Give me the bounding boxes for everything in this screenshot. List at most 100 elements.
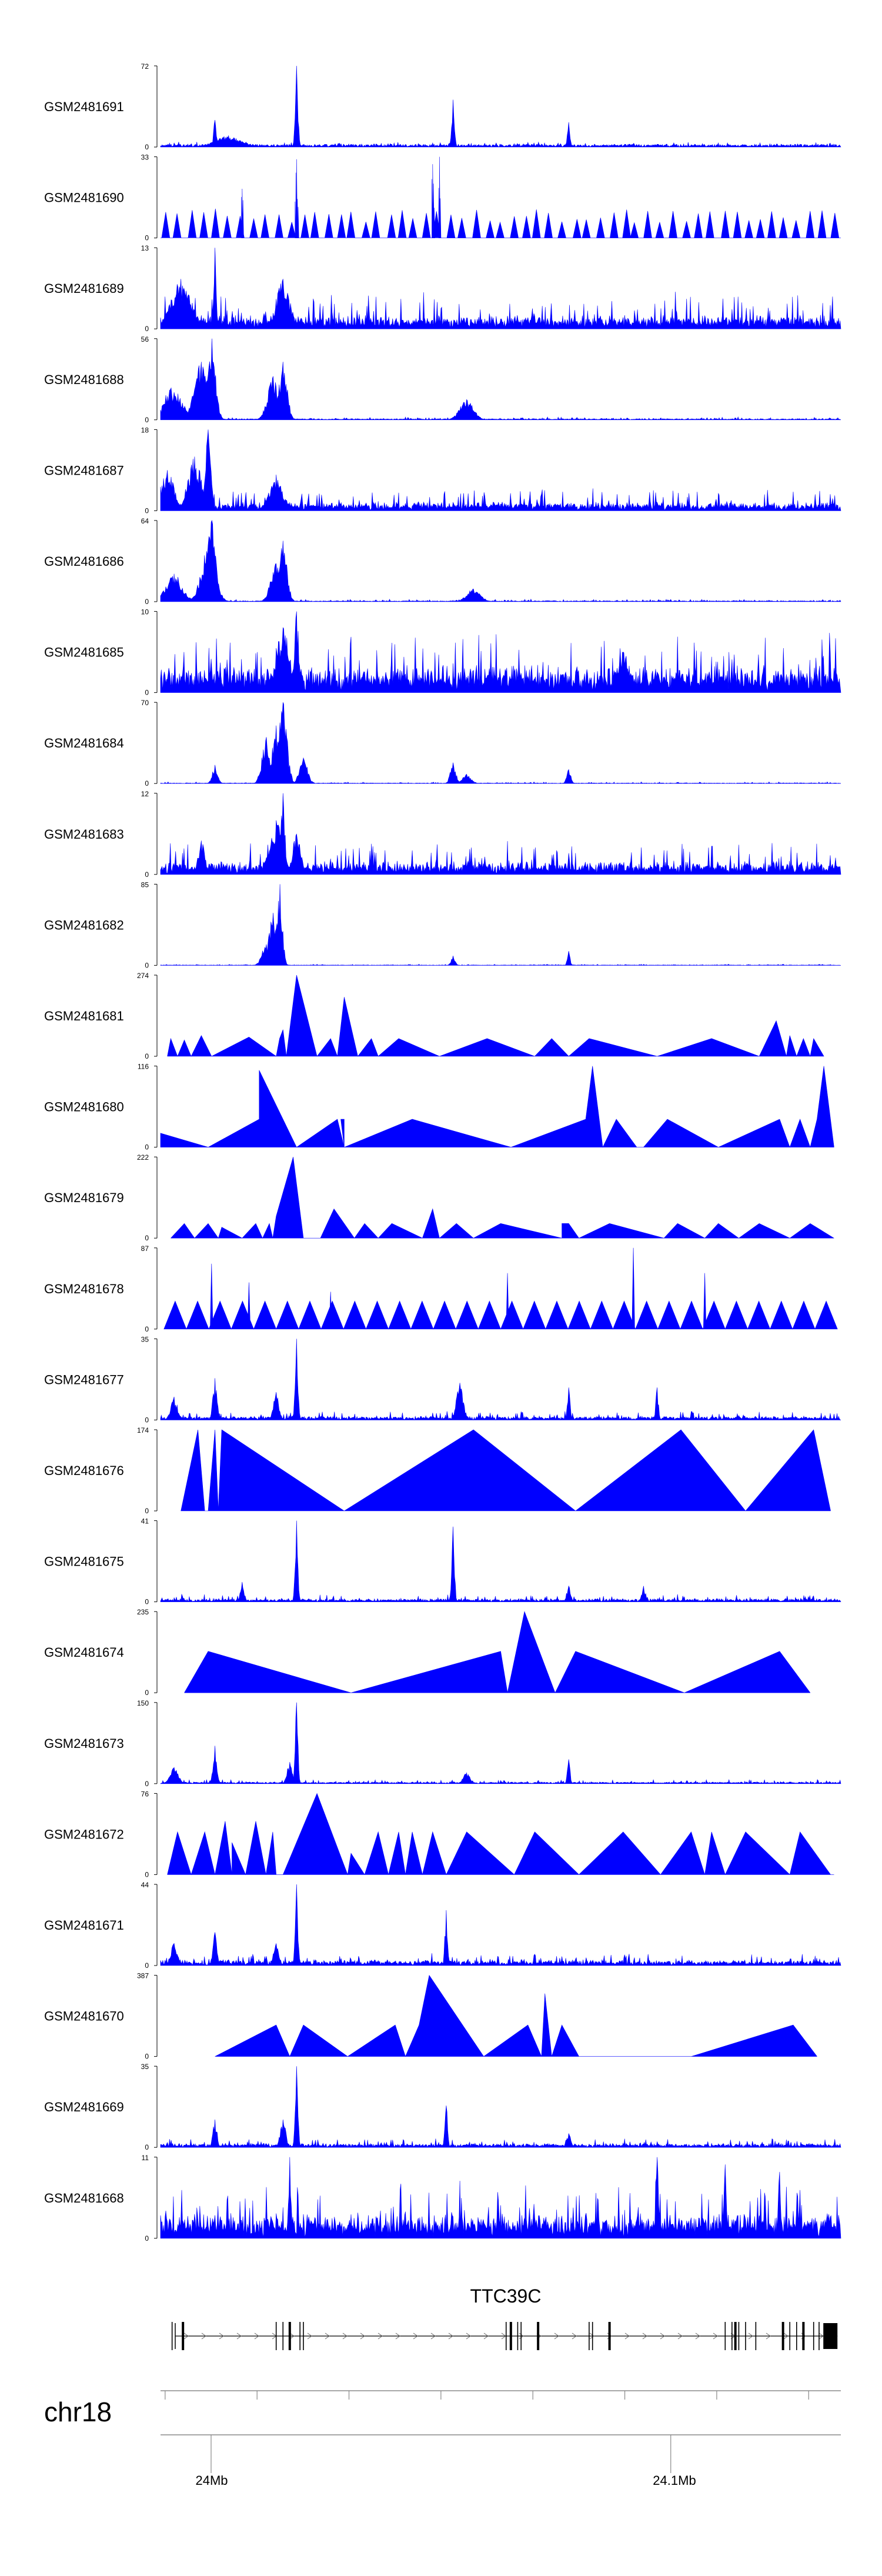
track-label: GSM2481684 [44, 736, 124, 750]
y-zero-label: 0 [145, 598, 149, 606]
strand-arrow-icon [783, 2333, 789, 2340]
tick-label-24-1mb: 24.1Mb [653, 2473, 696, 2488]
strand-arrow-icon [713, 2333, 718, 2340]
track-GSM2481690: GSM2481690 33 0 [44, 154, 841, 242]
exon-3prime [823, 2323, 838, 2349]
coverage-area [160, 520, 841, 602]
track-GSM2481682: GSM2481682 85 0 [44, 880, 841, 969]
strand-arrow-icon [342, 2333, 348, 2340]
track-label: GSM2481671 [44, 1918, 124, 1933]
track-GSM2481679: GSM2481679 222 0 [44, 1153, 834, 1242]
coverage-area [160, 1339, 841, 1421]
y-max-label: 235 [137, 1608, 149, 1616]
y-max-label: 222 [137, 1153, 149, 1162]
strand-arrow-icon [642, 2333, 647, 2340]
coverage-area [160, 429, 841, 511]
y-max-label: 11 [142, 2154, 149, 2162]
y-zero-label: 0 [145, 2234, 149, 2243]
coverage-area [160, 2066, 841, 2148]
coverage-area [160, 793, 841, 875]
y-zero-label: 0 [145, 1052, 149, 1060]
track-label: GSM2481682 [44, 917, 124, 932]
y-max-label: 56 [141, 335, 149, 343]
gene-name: TTC39C [470, 2285, 542, 2307]
coverage-area [160, 1066, 834, 1148]
coverage-area [160, 611, 841, 693]
y-zero-label: 0 [145, 961, 149, 969]
y-zero-label: 0 [145, 1416, 149, 1424]
y-max-label: 274 [137, 972, 149, 980]
y-max-label: 72 [141, 62, 149, 71]
coverage-area [160, 65, 841, 148]
track-GSM2481674: GSM2481674 235 0 [44, 1608, 811, 1697]
track-label: GSM2481686 [44, 554, 124, 569]
strand-arrow-icon [572, 2333, 577, 2340]
track-GSM2481670: GSM2481670 387 0 [44, 1972, 817, 2061]
y-max-label: 87 [141, 1244, 149, 1253]
strand-arrow-icon [589, 2333, 594, 2340]
coverage-area [160, 702, 841, 784]
track-label: GSM2481691 [44, 99, 124, 114]
y-zero-label: 0 [145, 1780, 149, 1788]
strand-arrow-icon [519, 2333, 524, 2340]
strand-arrow-icon [236, 2333, 242, 2340]
track-label: GSM2481668 [44, 2191, 124, 2205]
strand-arrow-icon [430, 2333, 436, 2340]
coverage-area [161, 156, 841, 238]
y-max-label: 70 [141, 699, 149, 707]
y-max-label: 174 [137, 1426, 149, 1434]
track-GSM2481680: GSM2481680 116 0 [44, 1063, 834, 1152]
track-label: GSM2481679 [44, 1190, 124, 1205]
y-zero-label: 0 [145, 870, 149, 879]
strand-arrow-icon [395, 2333, 400, 2340]
strand-arrow-icon [766, 2333, 771, 2340]
y-zero-label: 0 [145, 1325, 149, 1333]
track-GSM2481668: GSM2481668 11 0 [44, 2154, 841, 2243]
coverage-area [160, 1702, 841, 1784]
strand-arrow-icon [254, 2333, 259, 2340]
track-label: GSM2481685 [44, 645, 124, 660]
coverage-area [181, 1429, 831, 1511]
track-label: GSM2481689 [44, 281, 124, 296]
y-max-label: 116 [138, 1063, 149, 1071]
y-max-label: 76 [141, 1790, 149, 1798]
coverage-area [167, 975, 824, 1057]
gene-model [171, 2322, 838, 2350]
strand-arrow-icon [289, 2333, 295, 2340]
y-max-label: 35 [141, 2063, 149, 2071]
strand-arrow-icon [201, 2333, 206, 2340]
track-GSM2481678: GSM2481678 87 0 [44, 1244, 838, 1333]
y-max-label: 13 [141, 244, 149, 252]
track-label: GSM2481673 [44, 1736, 124, 1751]
track-label: GSM2481675 [44, 1554, 124, 1569]
track-label: GSM2481672 [44, 1827, 124, 1841]
track-GSM2481672: GSM2481672 76 0 [44, 1790, 834, 1878]
y-max-label: 35 [141, 1335, 149, 1343]
y-max-label: 44 [141, 1881, 149, 1889]
chromosome-axis: chr18 24Mb 24.1Mb [44, 2390, 841, 2488]
track-GSM2481686: GSM2481686 64 0 [44, 517, 841, 606]
strand-arrow-icon [413, 2333, 418, 2340]
coverage-area [160, 1520, 841, 1603]
y-zero-label: 0 [145, 1961, 149, 1970]
y-max-label: 85 [141, 880, 149, 889]
strand-arrow-icon [818, 2333, 824, 2340]
y-zero-label: 0 [145, 1870, 149, 1878]
track-GSM2481691: GSM2481691 72 0 [44, 62, 841, 151]
tick-label-24mb: 24Mb [195, 2473, 228, 2488]
strand-arrow-icon [748, 2333, 753, 2340]
y-zero-label: 0 [145, 779, 149, 788]
coverage-area [160, 2157, 841, 2239]
y-zero-label: 0 [145, 325, 149, 333]
chromosome-label: chr18 [44, 2397, 112, 2427]
strand-arrow-icon [660, 2333, 665, 2340]
y-max-label: 150 [137, 1699, 149, 1707]
y-zero-label: 0 [145, 689, 149, 697]
y-zero-label: 0 [145, 1234, 149, 1242]
y-max-label: 33 [141, 154, 149, 162]
y-zero-label: 0 [145, 234, 149, 242]
track-GSM2481685: GSM2481685 10 0 [44, 608, 841, 697]
track-GSM2481681: GSM2481681 274 0 [44, 972, 824, 1060]
y-zero-label: 0 [145, 1507, 149, 1515]
